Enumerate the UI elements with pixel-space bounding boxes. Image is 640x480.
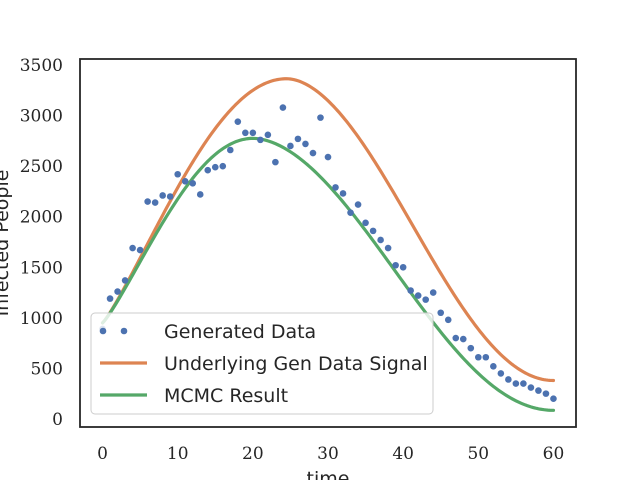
y-axis-label: Infected People bbox=[0, 170, 13, 317]
x-tick-label: 30 bbox=[317, 444, 339, 464]
data-point bbox=[414, 292, 422, 299]
x-tick-label: 50 bbox=[467, 444, 489, 464]
x-tick-label: 20 bbox=[242, 444, 264, 464]
data-point bbox=[550, 395, 557, 402]
data-point bbox=[106, 295, 114, 302]
data-point bbox=[437, 309, 445, 317]
y-tick-label: 3000 bbox=[20, 107, 63, 127]
data-point bbox=[347, 209, 354, 216]
data-point bbox=[211, 163, 219, 171]
data-point bbox=[505, 376, 512, 383]
data-point bbox=[144, 198, 151, 205]
data-point bbox=[196, 191, 204, 198]
data-point bbox=[159, 192, 166, 199]
data-point bbox=[294, 135, 302, 143]
data-point bbox=[422, 296, 429, 303]
series-line-underlying-gen-data-signal bbox=[100, 77, 556, 383]
y-tick-label: 3500 bbox=[20, 56, 63, 76]
data-point bbox=[444, 316, 452, 324]
x-tick-label: 10 bbox=[167, 444, 189, 464]
data-point bbox=[429, 289, 437, 296]
y-tick-label: 1500 bbox=[20, 258, 63, 278]
data-point bbox=[166, 193, 174, 200]
data-point bbox=[272, 158, 279, 166]
data-point bbox=[512, 380, 520, 387]
legend-item-mcmc-result: MCMC Result bbox=[100, 385, 288, 407]
legend-label: MCMC Result bbox=[164, 385, 288, 407]
data-point bbox=[452, 334, 460, 342]
data-point bbox=[227, 146, 234, 154]
data-point bbox=[234, 118, 242, 125]
legend-box bbox=[90, 312, 434, 415]
data-point bbox=[384, 244, 392, 252]
legend-marker bbox=[99, 327, 107, 335]
data-point bbox=[151, 199, 159, 206]
data-point bbox=[174, 170, 181, 178]
y-tick-label: 500 bbox=[31, 359, 63, 379]
data-point bbox=[129, 244, 136, 252]
data-point bbox=[497, 370, 505, 377]
data-point bbox=[189, 180, 197, 187]
data-point bbox=[520, 380, 527, 387]
data-point bbox=[542, 390, 550, 397]
y-tick-label: 2500 bbox=[20, 157, 63, 177]
y-tick-label: 2000 bbox=[20, 208, 63, 228]
data-point bbox=[114, 288, 121, 295]
legend-marker bbox=[120, 327, 128, 335]
data-point bbox=[377, 236, 384, 244]
data-point bbox=[121, 277, 129, 284]
data-point bbox=[279, 104, 287, 111]
data-point bbox=[136, 246, 144, 254]
plot-frame bbox=[79, 58, 577, 428]
x-tick-label: 40 bbox=[392, 444, 414, 464]
data-point bbox=[324, 153, 332, 161]
x-tick-label: 0 bbox=[97, 444, 108, 464]
data-point bbox=[482, 353, 490, 361]
data-point bbox=[339, 190, 347, 197]
axis-ticks: 0 10 20 30 40 50 60 0 500 1000 1500 2000 2500 3000 350… bbox=[20, 56, 565, 464]
y-tick-label: 1000 bbox=[20, 309, 63, 329]
series-line-mcmc-result bbox=[100, 136, 556, 412]
data-point bbox=[317, 114, 324, 121]
legend-label: Underlying Gen Data Signal bbox=[164, 353, 428, 375]
legend-item-underlying-gen-data-signal: Underlying Gen Data Signal bbox=[100, 353, 428, 375]
data-point bbox=[392, 261, 399, 269]
y-tick-label: 0 bbox=[52, 410, 63, 430]
data-point bbox=[527, 384, 535, 391]
data-point bbox=[219, 162, 227, 170]
data-point bbox=[309, 149, 317, 157]
plot-area bbox=[99, 77, 557, 412]
legend-item-generated-data: Generated Data bbox=[99, 321, 316, 343]
data-point bbox=[535, 387, 542, 394]
data-point bbox=[249, 129, 257, 137]
data-point bbox=[369, 227, 377, 235]
data-point bbox=[490, 363, 497, 370]
data-point bbox=[354, 201, 362, 208]
data-point bbox=[287, 142, 294, 150]
data-point bbox=[257, 136, 264, 144]
legend: Generated Data Underlying Gen Data Signal… bbox=[90, 312, 434, 415]
data-point bbox=[332, 184, 339, 191]
data-point bbox=[399, 263, 407, 271]
data-point bbox=[362, 219, 369, 227]
data-point bbox=[181, 178, 189, 185]
x-tick-label: 60 bbox=[543, 444, 565, 464]
data-point bbox=[302, 140, 309, 148]
data-point bbox=[242, 129, 249, 137]
data-point bbox=[407, 287, 414, 294]
data-point bbox=[204, 166, 212, 174]
data-point bbox=[467, 344, 475, 352]
legend-label: Generated Data bbox=[164, 321, 316, 343]
x-axis-label: time bbox=[307, 468, 350, 480]
data-point bbox=[475, 353, 482, 361]
data-point bbox=[459, 335, 467, 343]
data-point bbox=[264, 131, 272, 139]
